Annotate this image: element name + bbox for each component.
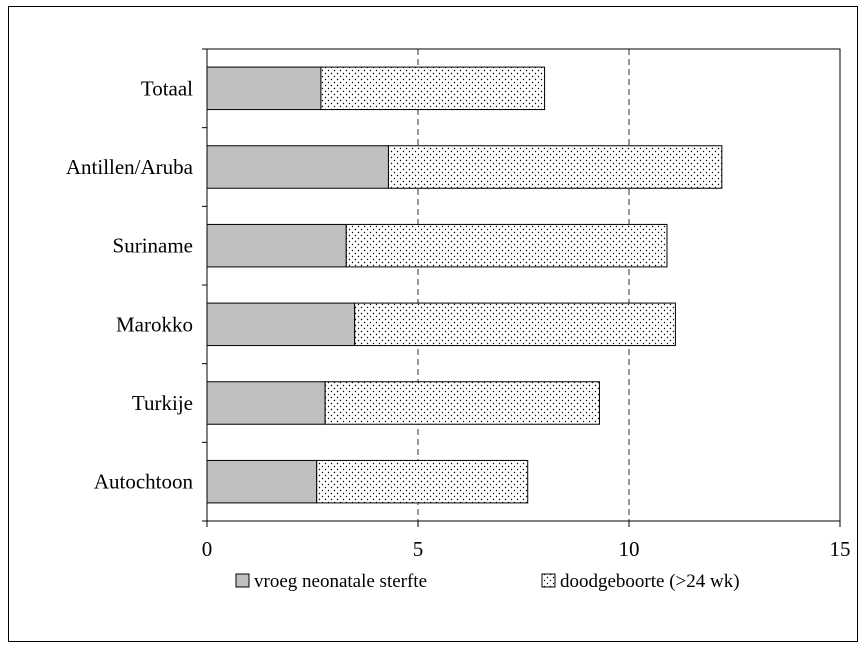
category-labels: Autochtoon Turkije Marokko Suriname Antillen… [66, 76, 194, 493]
bar-marokko-series-1 [206, 302, 356, 347]
category-label: Marokko [116, 312, 193, 336]
bar-turkije-series-1 [206, 381, 326, 425]
bar-totaal-series-2 [320, 66, 546, 111]
category-label: Antillen/Aruba [66, 155, 194, 179]
x-tick-labels: 0 5 10 15 [202, 537, 851, 561]
legend-swatch [235, 573, 250, 588]
plot-area-border [206, 48, 841, 522]
bar-turkije-series-2 [324, 381, 600, 425]
bar-suriname-series-2 [345, 223, 668, 268]
bar-autochtoon-series-2 [316, 459, 529, 504]
x-tick-label: 15 [830, 537, 851, 561]
legend-label: vroeg neonatale sterfte [254, 571, 427, 592]
bar-totaal-series-1 [206, 66, 322, 111]
category-label: Turkije [132, 391, 193, 415]
x-tick-label: 0 [202, 537, 213, 561]
category-label: Suriname [113, 234, 193, 258]
gridlines [417, 49, 630, 521]
bar-marokko-series-2 [354, 302, 676, 347]
x-tick-label: 10 [619, 537, 640, 561]
bars [206, 66, 723, 504]
bar-suriname-series-1 [206, 223, 347, 268]
bar-autochtoon-series-1 [206, 459, 318, 504]
bar-antillen-aruba-series-2 [387, 145, 723, 189]
legend-label: doodgeboorte (>24 wk) [560, 571, 740, 592]
legend-swatch [541, 573, 556, 588]
legend: vroeg neonatale sterfte doodgeboorte (>24… [235, 571, 740, 592]
x-tick-label: 5 [413, 537, 424, 561]
category-label: Autochtoon [94, 470, 194, 494]
category-label: Totaal [141, 76, 193, 100]
axes [202, 48, 841, 527]
bar-antillen-aruba-series-1 [206, 145, 389, 189]
